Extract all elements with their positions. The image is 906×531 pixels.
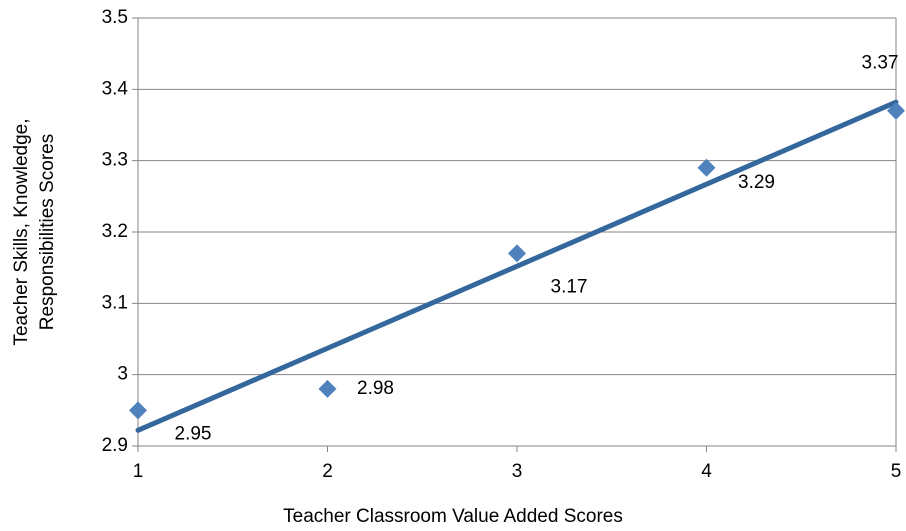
x-tick-label: 1: [133, 461, 144, 482]
y-tick-label: 3.2: [102, 221, 128, 242]
point: [129, 401, 147, 420]
y-tick-label: 3.5: [102, 7, 128, 28]
trendline: [135, 99, 899, 433]
y-tick-label: 3: [117, 364, 128, 385]
point: [697, 158, 716, 177]
x-tick-label: 5: [891, 461, 902, 482]
y-tick-label: 3.4: [102, 78, 129, 99]
y-axis-title: Responsibilities Scores: [37, 134, 58, 330]
y-tick-label: 2.9: [102, 435, 128, 456]
data-label: 3.37: [862, 53, 899, 74]
x-tick-label: 4: [701, 461, 712, 482]
point: [508, 244, 526, 263]
data-label: 3.29: [738, 172, 775, 193]
x-tick-label: 3: [512, 461, 523, 482]
x-axis-title: Teacher Classroom Value Added Scores: [283, 506, 623, 527]
y-axis-title: Teacher Skills, Knowledge,: [11, 118, 32, 345]
point: [887, 101, 905, 120]
data-label: 2.95: [175, 423, 212, 444]
data-label: 3.17: [551, 276, 588, 297]
data-label: 2.98: [357, 378, 394, 399]
y-tick-label: 3.1: [102, 292, 128, 313]
point: [318, 379, 337, 398]
y-tick-label: 3.3: [102, 150, 128, 171]
x-tick-label: 2: [322, 461, 333, 482]
